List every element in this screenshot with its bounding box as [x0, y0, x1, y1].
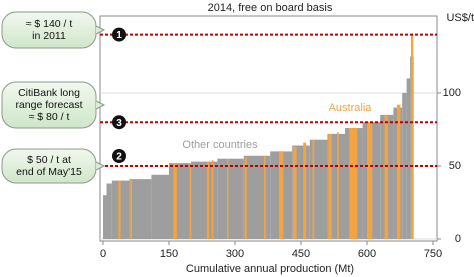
bar: [173, 163, 177, 239]
callout-text: $ 50 / t at: [27, 154, 71, 166]
x-tick-label: 750: [424, 248, 442, 260]
bar: [211, 160, 214, 239]
marker-label: 2: [116, 152, 122, 163]
bar: [264, 155, 266, 239]
bar: [129, 179, 152, 239]
bar: [328, 133, 332, 239]
callout-pointer: [95, 161, 106, 171]
callout-text: end of May'15: [16, 166, 82, 178]
marker-badge: [112, 27, 126, 42]
callout-text: range forecast: [15, 99, 82, 111]
marker-label: 1: [116, 30, 122, 41]
bar: [303, 142, 307, 239]
x-axis-label: Cumulative annual production (Mt): [186, 263, 354, 275]
x-tick-label: 450: [292, 248, 310, 260]
bar: [111, 180, 130, 239]
callout-text: in 2011: [32, 30, 66, 42]
bar: [384, 114, 389, 239]
y-tick-label: 50: [449, 160, 461, 172]
bar: [130, 179, 133, 239]
x-tick-label: 600: [358, 248, 376, 260]
bar: [189, 163, 192, 239]
x-tick-label: 150: [160, 248, 178, 260]
plot-area: 0 50 100 0 150 300 450 600 750: [99, 15, 461, 260]
callout-pointer: [95, 100, 106, 110]
callout-pointer: [95, 25, 106, 35]
bar: [367, 122, 373, 239]
bar: [243, 155, 271, 239]
bar: [279, 151, 284, 239]
bar: [227, 158, 229, 239]
y-tick-label: 0: [455, 233, 461, 245]
series-annotation: Australia: [329, 102, 373, 114]
bar: [293, 147, 297, 239]
y-tick-label: 100: [443, 87, 461, 99]
bar: [402, 93, 407, 239]
overlays: Australia Other countries 1 ≈ $ 140 / tin 2…: [1, 11, 437, 184]
bar: [337, 132, 339, 239]
series-annotation: Other countries: [182, 139, 258, 151]
marker-badge: [112, 149, 126, 163]
y-axis-label: US$/t: [446, 12, 474, 24]
bar: [396, 104, 401, 240]
bar: [312, 139, 315, 239]
callout-text: ≈ $ 140 / t: [26, 18, 73, 30]
plot-frame: [99, 15, 438, 242]
callout-text: CitiBank long: [18, 87, 80, 99]
bar: [106, 183, 112, 239]
bar: [411, 34, 414, 239]
bar: [191, 161, 218, 239]
callout-text: ≈ $ 80 / t: [29, 111, 70, 123]
bar: [103, 195, 107, 239]
bar: [151, 174, 169, 239]
bar: [244, 157, 247, 239]
bar: [406, 78, 411, 240]
x-tick-label: 0: [100, 248, 106, 260]
bar: [349, 128, 358, 239]
x-tick-label: 300: [226, 248, 244, 260]
bar: [118, 180, 121, 239]
marker-label: 3: [116, 118, 122, 129]
marker-badge: [112, 115, 126, 130]
bar: [217, 158, 244, 239]
bar: [206, 161, 210, 239]
bar: [169, 163, 191, 239]
chart-title: 2014, free on board basis: [208, 2, 333, 14]
